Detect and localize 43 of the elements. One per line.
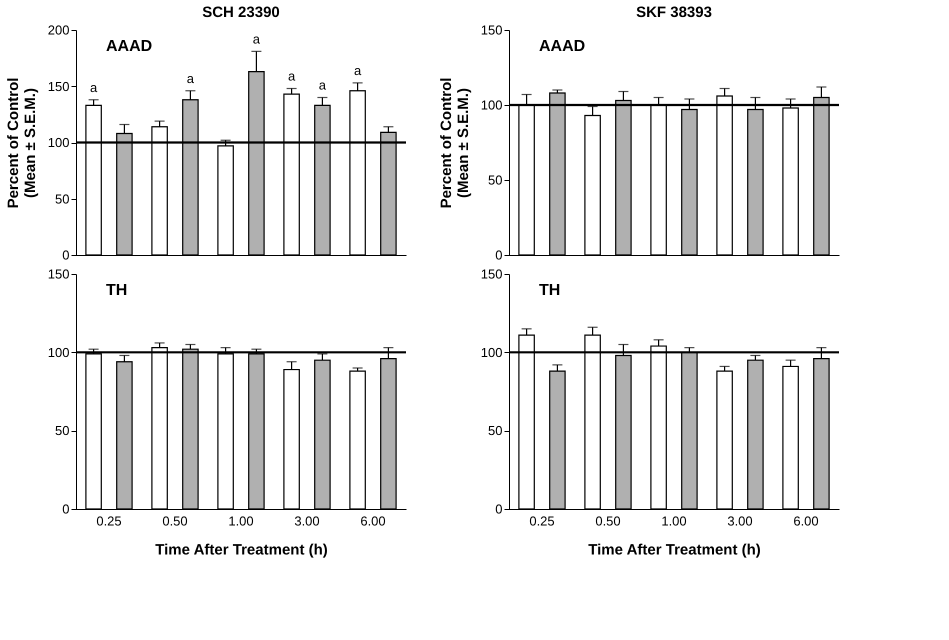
- y-tick-label: 50: [488, 423, 502, 438]
- x-tick-label: 1.00: [228, 514, 254, 528]
- y-tick-label: 100: [480, 344, 502, 360]
- x-tick-label: 3.00: [294, 514, 320, 528]
- data-label: a: [354, 62, 362, 78]
- y-tick-label: 150: [480, 22, 502, 38]
- x-tick-label: 6.00: [360, 514, 386, 528]
- y-tick-label: 50: [488, 172, 502, 188]
- x-tick-label: 6.00: [793, 514, 819, 528]
- y-tick-label: 150: [480, 266, 502, 282]
- y-tick-label: 50: [55, 191, 70, 206]
- chart-title: SCH 23390: [202, 4, 280, 21]
- x-tick-label: 0.25: [96, 514, 122, 528]
- y-tick-label: 100: [48, 344, 70, 360]
- y-tick-label: 150: [48, 266, 70, 282]
- x-axis-title: Time After Treatment (h): [588, 542, 761, 558]
- chart-title: SKF 38393: [636, 4, 712, 21]
- annotation: AAAD: [106, 38, 152, 55]
- data-label: a: [318, 78, 327, 92]
- x-tick-label: 0.50: [162, 514, 188, 528]
- data-label: a: [252, 31, 261, 46]
- x-tick-label: 0.25: [529, 514, 555, 528]
- y-tick-label: 50: [55, 423, 70, 438]
- y-tick-label: 100: [480, 98, 502, 112]
- y-tick-label: 0: [495, 502, 502, 516]
- y-tick-label: 0: [495, 248, 502, 262]
- y-tick-label: 200: [48, 22, 70, 38]
- y-tick-label: 150: [48, 78, 70, 94]
- data-label: a: [288, 68, 296, 84]
- data-label: a: [186, 70, 195, 86]
- x-tick-label: 0.50: [595, 514, 621, 528]
- annotation: TH: [539, 282, 560, 299]
- y-tick-label: 0: [62, 248, 70, 262]
- y-axis-title: Percent of Control (Mean ± S.E.M.): [438, 78, 472, 208]
- x-tick-label: 3.00: [727, 514, 753, 528]
- x-tick-label: 1.00: [661, 514, 687, 528]
- data-label: a: [90, 80, 98, 95]
- y-axis-title: Percent of Control (Mean ± S.E.M.): [4, 78, 39, 208]
- y-tick-label: 100: [48, 135, 70, 150]
- annotation: AAAD: [539, 38, 586, 55]
- y-tick-label: 0: [62, 502, 70, 516]
- annotation: TH: [106, 282, 128, 299]
- x-axis-title: Time After Treatment (h): [155, 542, 328, 558]
